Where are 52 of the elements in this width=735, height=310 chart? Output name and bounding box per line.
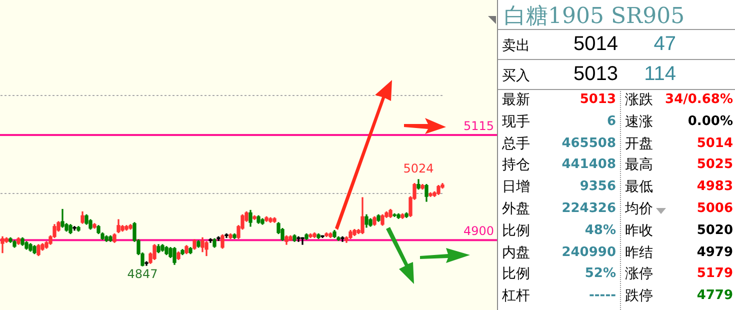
text: 开盘 [625,134,653,153]
text: 涨停 [625,265,653,284]
text: 持仓 [502,156,530,174]
text: 5179 [696,266,733,282]
text: 总手 [502,134,530,153]
text: 最低 [625,178,653,196]
text: 最新 [502,91,530,109]
text: 昨结 [625,244,653,262]
candlestick [300,237,304,245]
text: 比例 [502,222,530,240]
text: 4779 [696,288,733,304]
text: 34/0.68% [665,92,733,107]
text: 内盘 [502,244,530,262]
text: 日增 [502,178,530,196]
text: 比例 [502,265,530,284]
text: 47 [652,33,676,56]
annotation: 5024 [403,162,434,176]
text: 52% [584,266,616,282]
text: 5014 [696,136,733,151]
text: 224326 [560,201,616,216]
text: 4979 [696,244,733,260]
text: 昨收 [625,222,653,240]
text: 5020 [696,222,733,238]
text: ----- [588,288,616,304]
text: 114 [643,63,676,86]
annotation: 4847 [127,267,158,282]
text: 9356 [578,179,616,194]
ref-line-label: 5115 [463,119,494,134]
text: 5013 [572,63,618,86]
text: 杠杆 [502,287,530,306]
text: 跌停 [625,287,653,306]
text: 465508 [560,136,616,151]
text: 240990 [560,244,616,260]
text: 买入 [502,67,530,85]
text: 白糖1905 SR905 [504,3,685,31]
text: 4983 [696,179,733,194]
text: 5006 [696,201,733,216]
text: 卖出 [502,37,530,55]
text: 6 [606,114,616,129]
text: 均价 [625,200,653,218]
text: 外盘 [502,200,530,218]
text: 速涨 [625,112,653,131]
text: 现手 [502,112,530,131]
text: 48% [584,222,616,238]
text: 最高 [625,156,653,174]
text: 0.00% [688,114,733,129]
text: 涨跌 [625,91,653,109]
text: 441408 [560,157,616,172]
ref-line-label: 4900 [463,224,494,238]
text: 5013 [578,92,616,107]
text: 5014 [572,33,618,56]
text: 5025 [696,157,733,172]
